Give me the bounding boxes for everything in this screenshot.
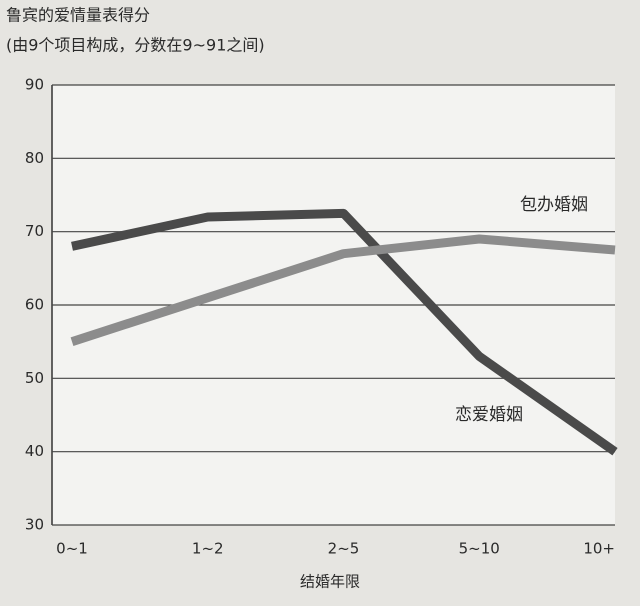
x-axis-label: 结婚年限 [300,573,360,591]
series-label: 恋爱婚姻 [455,404,523,425]
x-tick-label: 0~1 [56,540,88,558]
x-tick-label: 5~10 [459,540,500,558]
y-tick-label: 80 [25,149,44,167]
y-tick-label: 50 [25,369,44,387]
chart-subtitle: (由9个项目构成，分数在9~91之间) [6,36,265,55]
x-tick-label: 1~2 [192,540,224,558]
y-tick-label: 70 [25,222,44,240]
y-tick-label: 40 [25,442,44,460]
y-tick-label: 90 [25,76,44,94]
y-tick-label: 30 [25,516,44,534]
series-label: 包办婚姻 [520,195,588,215]
y-tick-label: 60 [25,296,44,314]
x-tick-label: 2~5 [328,540,360,558]
chart-title: 鲁宾的爱情量表得分 [6,6,150,25]
series-line [70,234,616,346]
series-line [71,208,618,456]
x-tick-label: 10+ [583,540,615,558]
